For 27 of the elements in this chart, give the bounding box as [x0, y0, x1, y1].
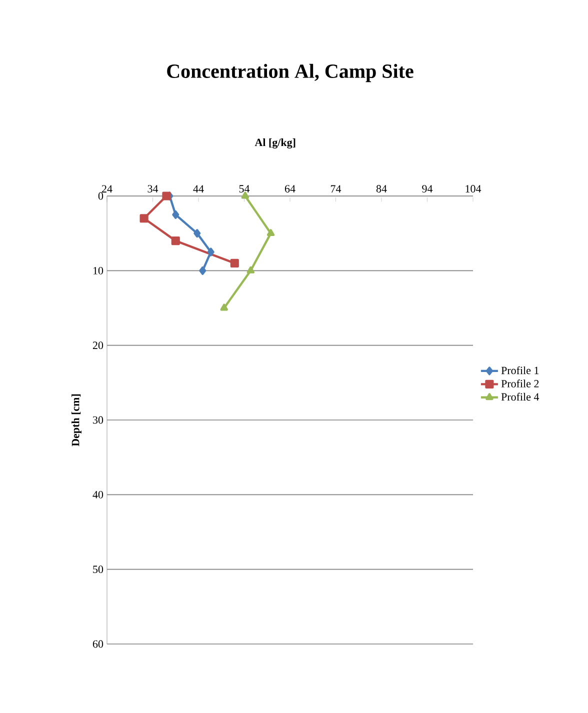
y-tick-label: 40 [92, 490, 104, 498]
x-tick-label: 94 [422, 185, 433, 192]
x-tick-label: 34 [148, 185, 158, 192]
y-tick-label: 50 [93, 566, 104, 574]
legend-label: Profile 2 [501, 380, 539, 388]
x-axis-title: Al [g/kg] [254, 138, 296, 148]
x-tick-label: 84 [376, 185, 387, 192]
x-tick-label: 74 [330, 185, 342, 192]
x-tick-label: 44 [193, 185, 204, 192]
point [266, 229, 275, 236]
legend-label: Profile 1 [501, 366, 539, 374]
point [230, 258, 239, 268]
y-tick-label: 60 [92, 640, 104, 648]
y-axis-title: Depth [cm] [72, 394, 82, 446]
y-tick-label: 30 [93, 416, 104, 424]
y-tick-label: 10 [93, 266, 104, 274]
point [246, 266, 255, 274]
x-tick-label: 54 [239, 185, 250, 192]
point [220, 304, 228, 311]
x-tick-label: 64 [284, 185, 296, 192]
x-tick-label: 24 [102, 185, 112, 192]
x-tick-label: 104 [466, 185, 482, 192]
y-tick-label: 20 [92, 342, 104, 350]
legend-label: Profile 4 [501, 392, 540, 401]
y-tick-label: 0 [98, 192, 104, 200]
point [140, 214, 148, 223]
chart-title: Concentration Al, Camp Site [167, 64, 414, 82]
